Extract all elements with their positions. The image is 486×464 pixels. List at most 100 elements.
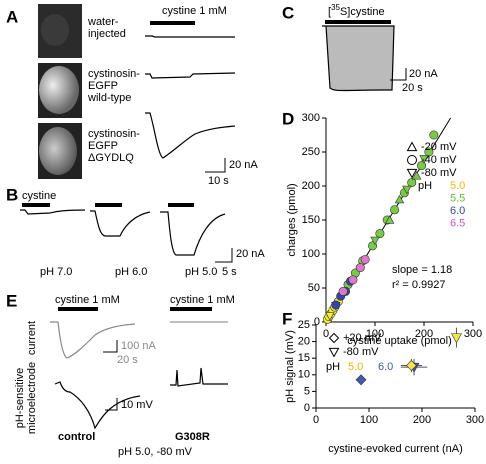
condition-label: cystinosin- [88,68,140,80]
legend-title: pH [418,180,432,192]
stimulus-label: cystine 1 mM [162,5,227,17]
x-axis-label: cystine uptake (pmol) [347,335,452,347]
legend-marker [328,332,340,344]
data-point [390,205,400,215]
stimulus-label: cystine [22,190,56,202]
current-trace [90,210,151,237]
y-tick-label: 0 [304,402,310,414]
data-point [325,312,335,321]
condition-label: pH 6.0 [115,266,147,278]
x-tick-label: 0 [313,414,319,426]
current-trace [145,35,235,38]
legend-label: -80 mV [421,167,457,179]
panel-label: E [6,291,17,310]
legend-marker [406,168,418,179]
legend-label: 5.0 [348,361,363,373]
scale-label: 20 s [117,354,138,366]
scale-bar [103,340,118,353]
column-label: G308R [175,431,210,443]
scale-label: 20 nA [236,248,265,260]
legend-label: 6.0 [450,205,465,217]
condition-label: wild-type [87,92,131,104]
data-point [355,374,367,386]
scale-bar [105,398,118,411]
oocyte-images [38,4,82,179]
stimulus-bar [170,307,212,311]
ph-trace [54,381,141,430]
y-axis-label: pH signal (mV) [284,330,296,403]
scale-label: 10 mV [121,399,153,411]
row-label: microelectrode [26,362,38,434]
stimulus-bar [168,203,194,207]
data-point [360,254,370,264]
y-tick-label: 5 [304,385,310,397]
legend-label: 6.0 [378,361,393,373]
stimulus-label: cystine 1 mM [55,294,120,306]
scale-label: 100 nA [121,340,157,352]
y-tick-label: 250 [302,146,320,158]
data-point [429,130,439,140]
ph-trace [170,367,228,387]
data-point [411,170,422,180]
legend-label: +20 mV [343,332,382,344]
legend-label: 5.0 [450,180,465,192]
data-point [348,275,358,285]
current-trace [50,321,136,359]
stimulus-label: [35S]cystine [328,3,385,18]
x-tick-label: 300 [464,328,482,340]
y-tick-label: 20 [298,336,310,348]
stimulus-bar [95,203,122,207]
legend-label: -40 mV [421,154,457,166]
data-point [355,263,365,273]
scale-label: 20 nA [229,159,258,171]
row-label: pH-sensitive [14,368,26,429]
scale-label: 20 nA [409,68,438,80]
x-tick-label: 200 [415,328,433,340]
data-point [405,360,417,371]
data-point [417,161,427,171]
condition-label: water- [87,16,119,28]
panel-label: A [6,7,18,26]
condition-label: pH 5.0 [185,266,217,278]
column-label: control [58,431,95,443]
stimulus-bar [150,21,195,25]
data-point [370,236,380,246]
x-tick-label: 100 [366,328,384,340]
legend-label: -20 mV [421,141,457,153]
x-tick-label: 0 [323,328,329,340]
scale-bar [205,158,226,173]
y-tick-label: 50 [308,282,320,294]
x-tick-label: 200 [413,414,431,426]
stimulus-label: cystine 1 mM [170,294,235,306]
condition-label: EGFP [88,140,118,152]
y-axis-label: charges (pmol) [286,183,298,256]
scale-label: 5 s [222,266,237,278]
condition-label: injected [88,28,126,40]
panel-label: C [282,3,294,22]
data-point [375,229,385,239]
current-trace [20,209,86,215]
y-tick-label: 150 [302,214,320,226]
legend-label: 5.5 [450,193,465,205]
condition-label: pH 5.0, -80 mV [118,446,193,458]
legend-label: 6.5 [450,218,465,230]
data-point [338,286,348,296]
condition-label: cystinosin- [88,128,140,140]
panel-label: F [282,309,292,328]
legend-marker [406,155,418,165]
condition-label: pH 7.0 [40,266,72,278]
y-tick-label: 0 [314,316,320,328]
scale-label: 10 s [208,175,229,187]
legend-title: pH [326,361,340,373]
x-axis-label: cystine-evoked current (nA) [328,443,463,455]
x-tick-label: 100 [360,414,378,426]
condition-label: EGFP [88,80,118,92]
stimulus-bar [22,203,50,207]
y-tick-label: 100 [302,248,320,260]
data-point [394,194,405,204]
scale-bar [390,68,407,81]
annotation: slope = 1.18 [392,264,452,276]
data-point [407,178,417,188]
legend-marker [406,141,418,152]
